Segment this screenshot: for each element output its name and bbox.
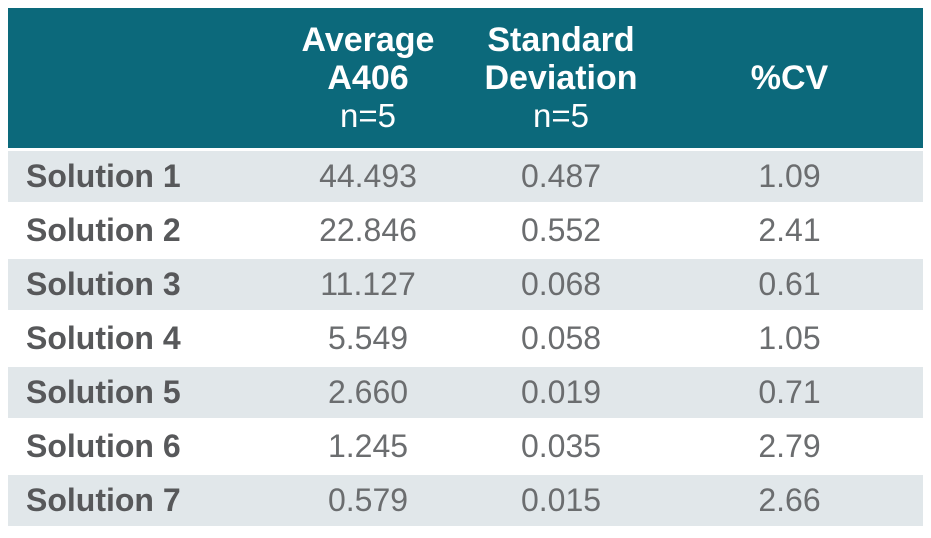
table-row: Solution 1 44.493 0.487 1.09	[8, 148, 923, 202]
header-line: %CV	[750, 59, 829, 97]
average-value-cell: 2.660	[270, 364, 466, 418]
header-row: Average A406 n=5 Standard Deviation n=5 …	[8, 8, 923, 148]
col-header-std-deviation: Standard Deviation n=5	[466, 8, 656, 148]
cv-value-cell: 2.66	[656, 472, 923, 526]
table-row: Solution 6 1.245 0.035 2.79	[8, 418, 923, 472]
average-value-cell: 1.245	[270, 418, 466, 472]
stddev-value-cell: 0.015	[466, 472, 656, 526]
header-line: Standard	[487, 21, 635, 59]
cv-value-cell: 0.61	[656, 256, 923, 310]
header-n-count: n=5	[533, 97, 589, 134]
average-value-cell: 22.846	[270, 202, 466, 256]
header-n-count: n=5	[340, 97, 396, 134]
cv-value-cell: 0.71	[656, 364, 923, 418]
solution-label-cell: Solution 4	[8, 310, 270, 364]
table-body: Solution 1 44.493 0.487 1.09 Solution 2 …	[8, 148, 923, 526]
cv-value-cell: 1.09	[656, 148, 923, 202]
solution-label-cell: Solution 2	[8, 202, 270, 256]
stddev-value-cell: 0.068	[466, 256, 656, 310]
table-row: Solution 3 11.127 0.068 0.61	[8, 256, 923, 310]
solution-label-cell: Solution 7	[8, 472, 270, 526]
col-header-empty	[8, 8, 270, 148]
table-row: Solution 5 2.660 0.019 0.71	[8, 364, 923, 418]
solution-label-cell: Solution 6	[8, 418, 270, 472]
stddev-value-cell: 0.552	[466, 202, 656, 256]
col-header-average-a406: Average A406 n=5	[270, 8, 466, 148]
average-value-cell: 11.127	[270, 256, 466, 310]
solution-label-cell: Solution 3	[8, 256, 270, 310]
solution-label-cell: Solution 1	[8, 148, 270, 202]
average-value-cell: 44.493	[270, 148, 466, 202]
header-line: A406	[327, 59, 409, 97]
cv-value-cell: 2.79	[656, 418, 923, 472]
table-row: Solution 2 22.846 0.552 2.41	[8, 202, 923, 256]
col-header-pct-cv: %CV	[656, 8, 923, 148]
header-line: Average	[301, 21, 435, 59]
stddev-value-cell: 0.035	[466, 418, 656, 472]
results-table: Average A406 n=5 Standard Deviation n=5 …	[8, 8, 923, 526]
stddev-value-cell: 0.019	[466, 364, 656, 418]
table-row: Solution 7 0.579 0.015 2.66	[8, 472, 923, 526]
average-value-cell: 0.579	[270, 472, 466, 526]
solution-label-cell: Solution 5	[8, 364, 270, 418]
results-table-container: Average A406 n=5 Standard Deviation n=5 …	[8, 8, 923, 526]
header-line: Deviation	[484, 59, 638, 97]
table-header: Average A406 n=5 Standard Deviation n=5 …	[8, 8, 923, 148]
stddev-value-cell: 0.487	[466, 148, 656, 202]
average-value-cell: 5.549	[270, 310, 466, 364]
cv-value-cell: 1.05	[656, 310, 923, 364]
cv-value-cell: 2.41	[656, 202, 923, 256]
table-row: Solution 4 5.549 0.058 1.05	[8, 310, 923, 364]
stddev-value-cell: 0.058	[466, 310, 656, 364]
